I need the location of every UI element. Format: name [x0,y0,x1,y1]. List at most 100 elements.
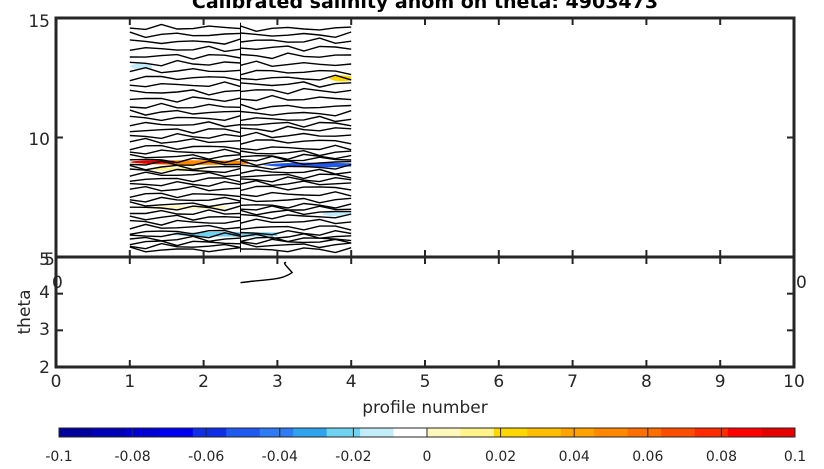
colorbar: -0.1 -0.08 -0.06 -0.04 -0.02 0 0.02 0.04 0.06 0.0… [45,427,806,465]
contour-line [240,155,352,162]
contour-line [240,205,352,211]
partial-xtick-label: 0 [52,273,63,293]
contour-line [129,144,241,151]
contour-line [240,238,352,245]
colorbar-segment [594,428,629,437]
contour-line [129,209,241,216]
contour-line [129,102,241,109]
contour-line [129,192,241,199]
contour-line [240,25,352,33]
contour-line [240,261,294,284]
contour-line [129,185,241,192]
contour-line [129,219,241,226]
contour-line [129,164,241,171]
contour-line [129,89,241,96]
lower-xtick-label: 9 [715,372,726,392]
colorbar-tick-label: -0.06 [188,449,224,465]
contour-line [129,53,241,60]
colorbar-segment [493,428,528,437]
contour-line [240,139,352,145]
contour-line [240,179,352,187]
colorbar-segment [159,428,194,437]
contour-line [240,241,352,249]
colorbar-segment [427,428,461,437]
contour-line [240,153,352,161]
contour-line [240,31,352,39]
contour-line [240,163,352,171]
contour-line [240,209,352,216]
contour-line [240,81,352,88]
lower-panel: 5 0 0 4 3 2 theta 0 1 2 3 4 5 6 7 8 9 10 profile n… [15,250,807,418]
colorbar-segment [661,428,696,437]
contour-line [129,23,241,31]
contour-line [240,233,352,240]
contour-line [129,205,241,212]
lower-xtick-label: 6 [493,372,504,392]
contour-line [129,177,241,183]
contour-line [240,94,352,102]
colorbar-segment [125,428,160,437]
contour-line [129,38,241,45]
colorbar-frame [58,427,796,438]
upper-ytick-label: 5 [39,250,50,270]
contour-line [129,232,241,239]
anomaly-patch [262,162,352,168]
contour-line [129,148,241,155]
x-axis-label: profile number [362,398,487,418]
anomaly-patch [329,75,352,82]
contour-line [129,45,241,53]
y-axis-label: theta [15,290,35,335]
colorbar-segment [728,428,763,437]
colorbar-segment [59,428,93,437]
contour-line [129,214,241,221]
upper-plot-area [56,18,794,257]
contour-line [240,218,352,225]
colorbar-segment [527,428,562,437]
colorbar-segment [192,428,227,437]
lower-contour-lines [240,261,294,284]
colorbar-tick-label: 0.02 [485,449,516,465]
colorbar-tick-label: 0.06 [632,449,663,465]
contour-line [240,247,352,254]
contour-line [129,242,241,250]
colorbar-labels: -0.1 -0.08 -0.06 -0.04 -0.02 0 0.02 0.04 0.06 0.0… [45,449,806,465]
contour-line [240,159,352,167]
lower-xtick-label: 1 [124,372,135,392]
contour-line [129,235,241,243]
colorbar-segment [360,428,395,437]
colorbar-tick-label: 0.04 [559,449,590,465]
chart-title: Calibrated salinity anom on theta: 49034… [192,0,658,13]
upper-ytick-label: 15 [28,12,50,32]
upper-panel: 15 10 5 Calibrated salinity anom on thet… [28,0,796,270]
contour-line [240,125,352,133]
contour-line [240,197,352,204]
contour-line [129,167,241,175]
lower-xtick-labels: 0 1 2 3 4 5 6 7 8 9 10 [51,372,805,392]
contour-line [240,74,352,81]
colorbar-tick-label: -0.04 [262,449,298,465]
lower-axes-box [54,255,796,369]
contour-line [240,103,352,111]
contour-line [240,52,352,60]
lower-plot-area [56,257,794,367]
contour-line [240,213,352,220]
contour-line [129,115,241,122]
colorbar-segment [226,428,261,437]
colorbar-tick-label: -0.1 [45,449,72,465]
colorbar-tick-label: 0 [423,449,432,465]
colorbar-tick-label: -0.08 [114,449,150,465]
contour-line [240,202,352,209]
contour-line [240,185,352,192]
contour-line [129,109,241,116]
colorbar-segment [293,428,328,437]
lower-xtick-label: 0 [51,372,62,392]
contour-line [129,121,241,128]
contour-line [240,45,352,52]
contour-line [129,171,241,178]
lower-xtick-label: 2 [198,372,209,392]
colorbar-tick-label: 0.1 [784,449,806,465]
colorbar-segment [761,428,796,437]
contour-line [240,149,352,157]
contour-line [240,121,352,128]
contour-line [129,240,241,247]
